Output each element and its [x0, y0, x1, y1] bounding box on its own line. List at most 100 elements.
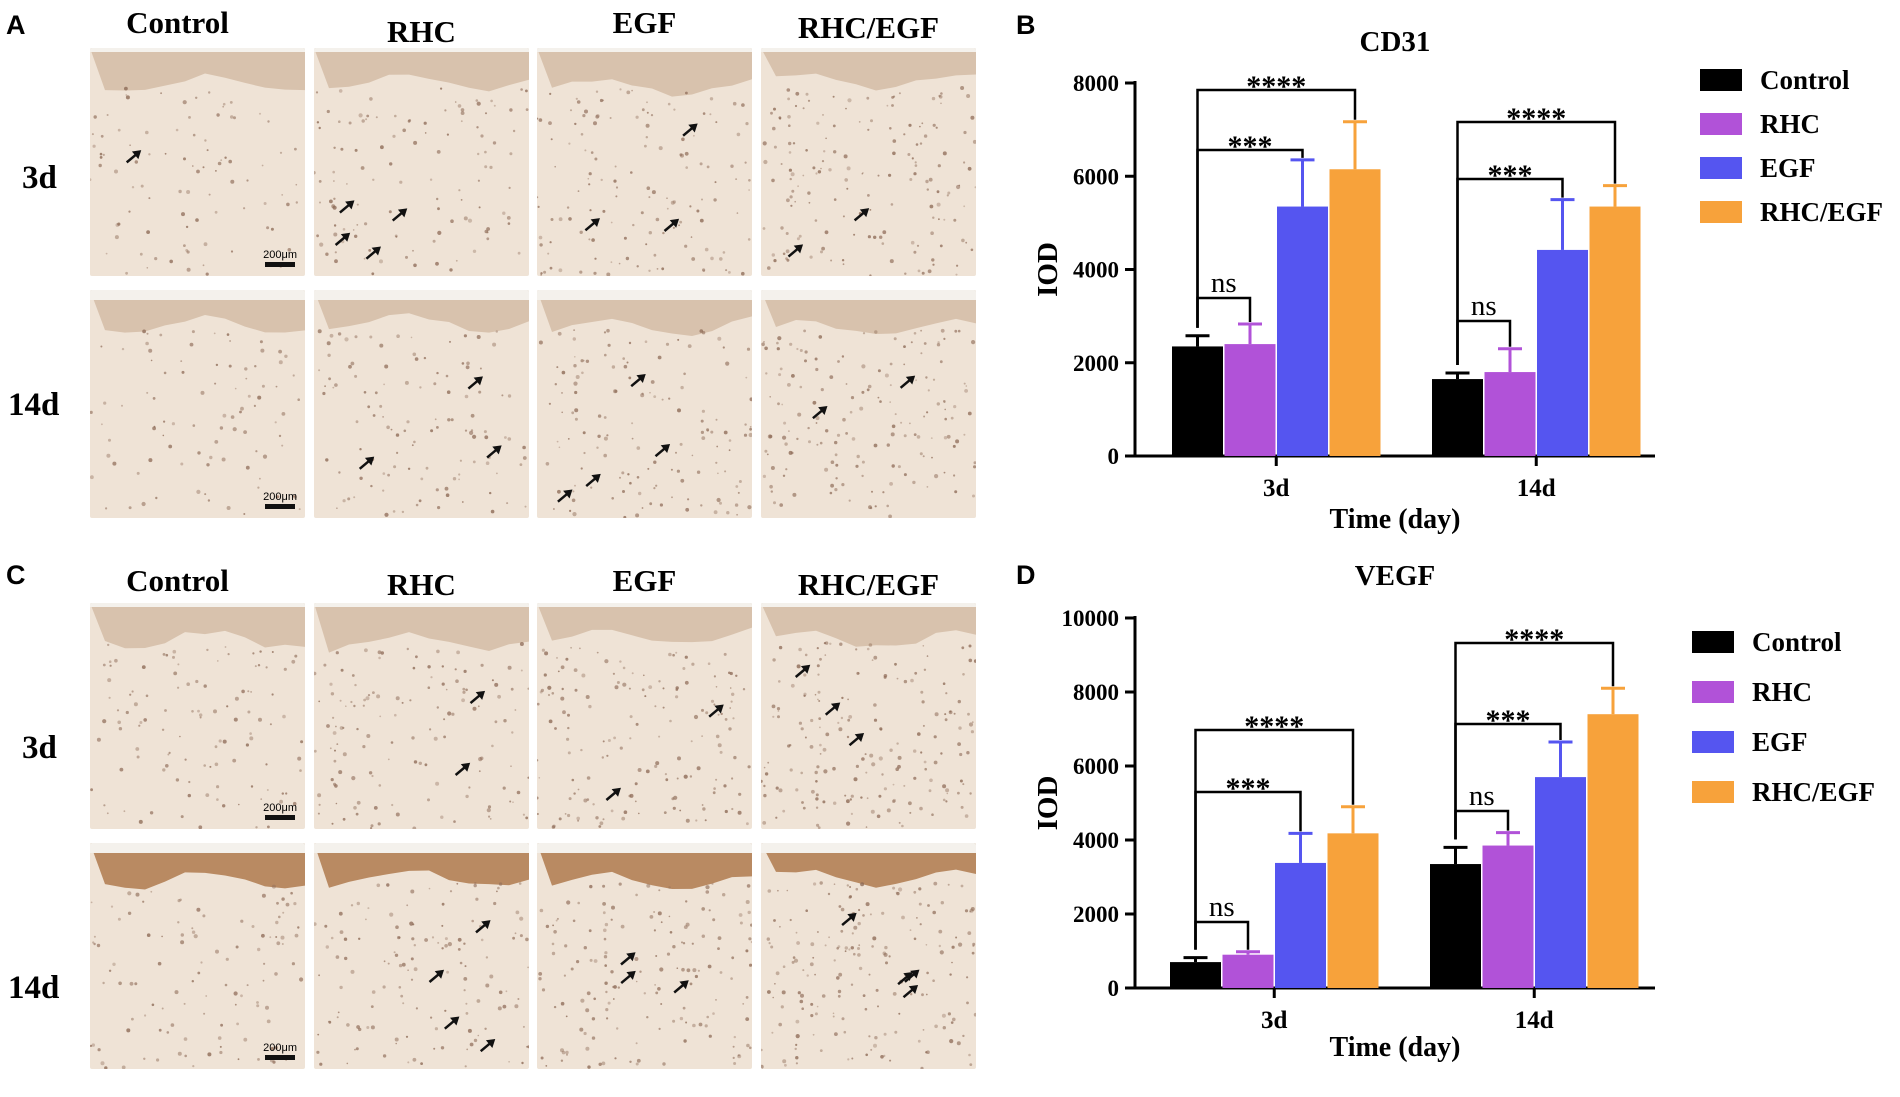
cd31-bar-egf-3d: [1277, 206, 1328, 456]
cd31-sig-bracket: [1196, 88, 1357, 328]
cd31-ylabel: IOD: [1032, 242, 1064, 297]
cd31-xlabel: Time (day): [1330, 504, 1461, 535]
cd31-legend-swatch-egf: [1700, 157, 1742, 179]
vegf-xtick-label: 3d: [1261, 1007, 1288, 1034]
vegf-bar-rhc-14d: [1482, 845, 1534, 988]
micrograph-rhc-3d: [314, 48, 529, 276]
vegf-sig-label: ns: [1209, 891, 1235, 923]
scale-bar-label: 200μm: [263, 802, 297, 814]
vegf-sig-label: ****: [1504, 623, 1564, 656]
cd31-sig-bracket: [1456, 177, 1564, 366]
micrograph-egf-14d: [537, 290, 752, 518]
column-header-rhc: RHC: [387, 567, 456, 602]
vegf-bar-control-3d: [1170, 962, 1221, 988]
cd31-sig-label: ns: [1471, 290, 1497, 322]
vegf-legend-label-egf: EGF: [1752, 727, 1808, 757]
vegf-sig-bracket: [1194, 920, 1250, 950]
cd31-legend-label-control: Control: [1760, 65, 1850, 95]
vegf-sig-label: ***: [1486, 704, 1531, 737]
column-header-egf: EGF: [612, 5, 677, 40]
cd31-bar-rhc-14d: [1484, 372, 1536, 456]
cd31-ytick-label: 0: [1108, 444, 1120, 469]
vegf-sig-bracket: [1454, 641, 1615, 840]
column-header-rhc-egf: RHC/EGF: [797, 567, 940, 602]
cd31-sig-label: ***: [1228, 130, 1273, 163]
micrograph-rhc-3d: [314, 603, 529, 829]
vegf-sig-bracket: [1194, 790, 1302, 950]
vegf-legend-label-rhc: RHC: [1752, 677, 1812, 707]
micrograph-control-14d: 200μm: [90, 290, 305, 518]
scale-bar-label: 200μm: [263, 249, 297, 261]
panel-a-label: A: [6, 10, 26, 40]
vegf-bar-control-14d: [1430, 864, 1481, 988]
vegf-xlabel: Time (day): [1330, 1032, 1461, 1063]
vegf-xtick-label: 14d: [1515, 1007, 1554, 1034]
vegf-bar-rhc-3d: [1222, 954, 1274, 988]
cd31-legend-swatch-control: [1700, 69, 1742, 91]
vegf-legend-label-control: Control: [1752, 627, 1842, 657]
cd31-ytick-label: 6000: [1073, 164, 1119, 189]
vegf-legend-swatch-rhc: [1692, 681, 1734, 703]
vegf-sig-label: ***: [1226, 772, 1271, 805]
column-header-rhc: RHC: [387, 14, 456, 49]
micrograph-rhc-egf-3d: [761, 603, 976, 829]
cd31-ytick-label: 8000: [1073, 71, 1119, 96]
vegf-ytick-label: 2000: [1073, 902, 1119, 927]
vegf-legend-swatch-egf: [1692, 731, 1734, 753]
cd31-sig-bracket: [1196, 148, 1304, 328]
micrograph-control-14d: 200μm: [90, 843, 305, 1069]
cd31-title: CD31: [1360, 26, 1431, 58]
cd31-ytick-label: 4000: [1073, 258, 1119, 283]
cd31-legend-label-rhc-egf: RHC/EGF: [1760, 197, 1883, 227]
row-header-14d: 14d: [8, 387, 60, 423]
cd31-sig-label: ****: [1246, 70, 1306, 103]
micrograph-rhc-14d: [314, 290, 529, 518]
cd31-bar-control-3d: [1172, 346, 1223, 456]
micrograph-egf-14d: [537, 843, 752, 1069]
column-header-rhc-egf: RHC/EGF: [797, 10, 940, 45]
cd31-sig-label: ns: [1211, 267, 1237, 299]
panel-c-label: C: [6, 560, 26, 590]
vegf-bar-rhc-egf-14d: [1587, 714, 1639, 988]
vegf-sig-bracket: [1194, 728, 1355, 950]
cd31-sig-bracket: [1456, 120, 1617, 366]
vegf-sig-label: ****: [1244, 710, 1304, 743]
vegf-bar-egf-14d: [1535, 777, 1586, 988]
vegf-legend-swatch-control: [1692, 631, 1734, 653]
vegf-bar-rhc-egf-3d: [1327, 833, 1379, 988]
row-header-3d: 3d: [22, 160, 57, 196]
vegf-ytick-label: 4000: [1073, 828, 1119, 853]
micrograph-control-3d: 200μm: [90, 48, 305, 276]
scale-bar-label: 200μm: [263, 1042, 297, 1054]
vegf-ytick-label: 6000: [1073, 754, 1119, 779]
vegf-ytick-label: 10000: [1062, 606, 1120, 631]
vegf-sig-bracket: [1454, 809, 1510, 840]
row-header-14d: 14d: [8, 970, 60, 1006]
cd31-bar-control-14d: [1432, 379, 1483, 456]
cd31-legend-label-egf: EGF: [1760, 153, 1816, 183]
column-header-egf: EGF: [612, 563, 677, 598]
cd31-legend-swatch-rhc: [1700, 113, 1742, 135]
cd31-bar-egf-14d: [1537, 249, 1588, 456]
vegf-legend-label-rhc-egf: RHC/EGF: [1752, 777, 1875, 807]
micrograph-egf-3d: [537, 603, 752, 829]
micrograph-rhc-egf-14d: [761, 290, 976, 518]
vegf-bar-egf-3d: [1275, 862, 1326, 988]
vegf-ylabel: IOD: [1032, 776, 1064, 831]
cd31-sig-label: ***: [1488, 159, 1533, 192]
micrograph-rhc-egf-3d: [761, 48, 976, 276]
cd31-bar-rhc-egf-14d: [1589, 206, 1641, 456]
micrograph-egf-3d: [537, 48, 752, 276]
vegf-legend-swatch-rhc-egf: [1692, 781, 1734, 803]
column-header-control: Control: [126, 563, 229, 598]
cd31-sig-bracket: [1196, 296, 1252, 328]
vegf-title: VEGF: [1355, 560, 1436, 592]
column-header-control: Control: [126, 5, 229, 40]
panel-d-label: D: [1016, 560, 1036, 590]
cd31-legend-swatch-rhc-egf: [1700, 201, 1742, 223]
scale-bar-label: 200μm: [263, 491, 297, 503]
cd31-sig-label: ****: [1506, 102, 1566, 135]
cd31-xtick-label: 3d: [1263, 475, 1290, 502]
vegf-ytick-label: 0: [1108, 976, 1120, 1001]
row-header-3d: 3d: [22, 730, 57, 766]
